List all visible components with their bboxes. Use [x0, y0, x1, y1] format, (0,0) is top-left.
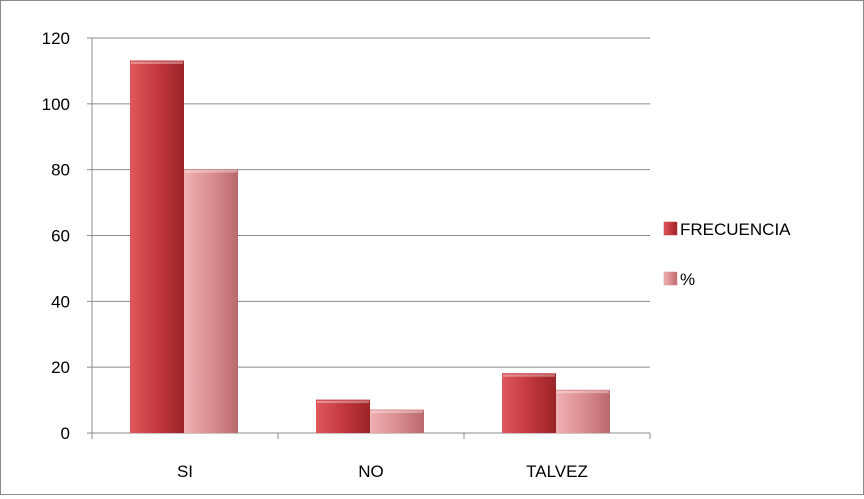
bar-si-series-1 — [130, 60, 184, 434]
bar-talvez-series-1 — [502, 373, 556, 433]
bar-no-series-2 — [370, 409, 424, 433]
legend-swatch — [663, 271, 678, 286]
bar-no-series-1 — [316, 399, 370, 433]
y-tick-label: 20 — [51, 358, 70, 377]
legend-label: % — [680, 270, 695, 289]
legend-item-series-1: FRECUENCIA — [663, 220, 791, 239]
y-tick-label: 120 — [42, 29, 70, 48]
y-tick-label: 100 — [42, 95, 70, 114]
x-category-label: TALVEZ — [526, 462, 588, 481]
x-category-label: NO — [358, 462, 384, 481]
y-tick-label: 60 — [51, 227, 70, 246]
x-category-label: SI — [177, 462, 193, 481]
legend-swatch — [663, 221, 678, 236]
bar-talvez-series-2 — [556, 389, 610, 433]
bar-si-series-2 — [184, 169, 238, 433]
legend-label: FRECUENCIA — [680, 220, 791, 239]
y-tick-label: 0 — [61, 424, 70, 443]
y-tick-label: 40 — [51, 292, 70, 311]
y-tick-label: 80 — [51, 161, 70, 180]
legend-item-series-2: % — [663, 270, 695, 289]
